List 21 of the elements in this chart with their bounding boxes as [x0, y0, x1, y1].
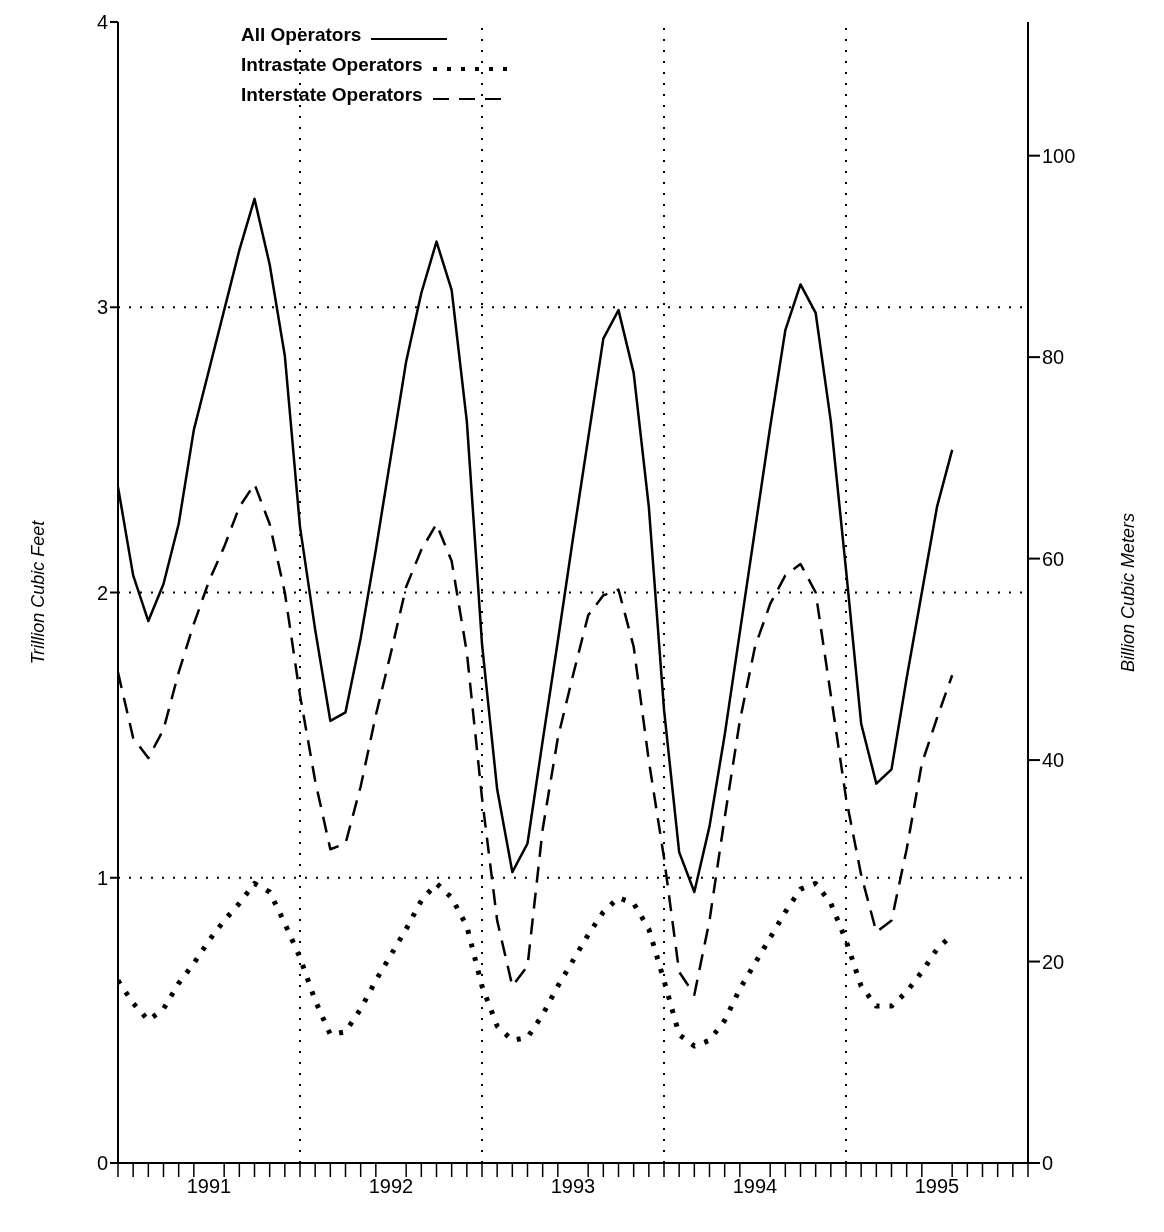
y-tick-label: 4 — [96, 11, 108, 34]
y2-tick-label: 20 — [1042, 950, 1065, 973]
y-tick-label: 1 — [96, 866, 108, 889]
y-tick-label: 0 — [96, 1152, 108, 1175]
y2-tick-label: 100 — [1042, 144, 1076, 167]
y2-axis-title: Billion Cubic Meters — [1118, 512, 1139, 673]
x-tick-label: 1992 — [368, 1175, 414, 1197]
y-tick-label: 2 — [96, 581, 108, 604]
x-tick-label: 1991 — [186, 1175, 232, 1197]
y2-tick-label: 60 — [1042, 547, 1065, 570]
y2-tick-label: 80 — [1042, 346, 1065, 369]
legend-label: Interstate Operators — [240, 84, 423, 106]
x-tick-label: 1993 — [550, 1175, 596, 1197]
x-tick-label: 1994 — [732, 1175, 778, 1197]
legend-label: All Operators — [240, 24, 362, 46]
legend-label: Intrastate Operators — [240, 54, 423, 76]
x-tick-label: 1995 — [914, 1175, 960, 1197]
y-axis-title: Trillion Cubic Feet — [28, 519, 49, 665]
y2-tick-label: 0 — [1042, 1152, 1054, 1175]
y-tick-label: 3 — [96, 296, 108, 319]
y2-tick-label: 40 — [1042, 749, 1065, 772]
